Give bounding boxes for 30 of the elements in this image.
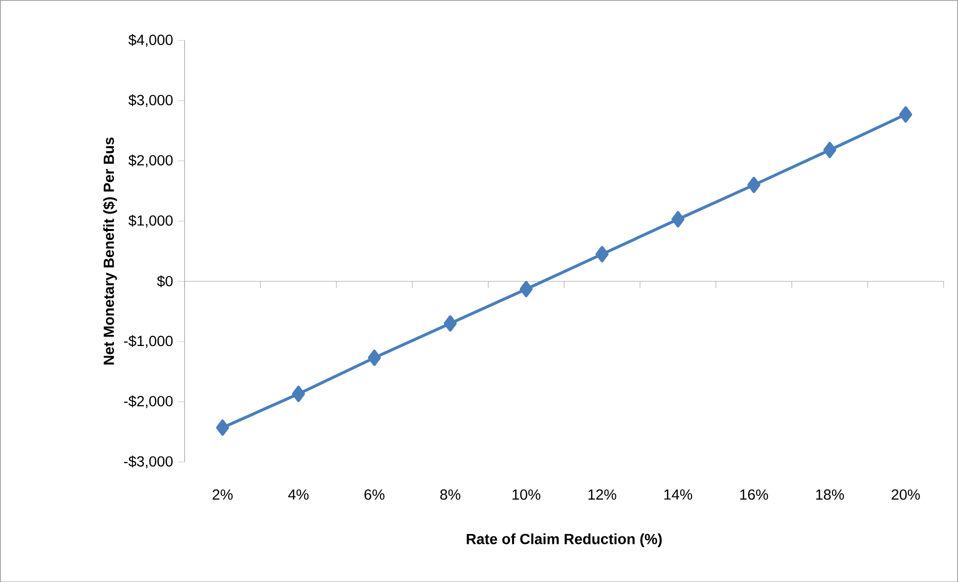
x-tick-label: 4% xyxy=(288,489,309,500)
point xyxy=(823,142,836,158)
x-tick-label: 18% xyxy=(816,489,844,500)
y-tick-label: $1,000 xyxy=(128,214,173,228)
x-tick-label: 8% xyxy=(440,489,460,500)
point xyxy=(596,246,609,262)
y-axis-title: Net Monetary Benefit ($) Per Bus xyxy=(102,137,117,364)
y-tick-label: -$3,000 xyxy=(124,455,173,468)
x-tick-label: 16% xyxy=(740,489,768,500)
x-tick-label: 10% xyxy=(512,489,540,500)
y-tick-label: -$2,000 xyxy=(124,395,173,408)
y-tick-label: -$1,000 xyxy=(124,334,173,348)
y-tick-label: $0 xyxy=(157,275,173,288)
point xyxy=(368,349,381,366)
y-tick-label: $4,000 xyxy=(128,34,173,47)
y-tick-label: $2,000 xyxy=(128,154,173,168)
point xyxy=(672,210,684,228)
point xyxy=(899,106,912,122)
x-tick-label: 20% xyxy=(892,489,920,500)
x-tick-label: 6% xyxy=(364,489,384,500)
x-tick-label: 14% xyxy=(664,489,692,500)
point xyxy=(444,315,457,332)
x-tick-label: 2% xyxy=(212,489,233,500)
x-axis-title: Rate of Claim Reduction (%) xyxy=(466,533,662,547)
point xyxy=(747,176,760,193)
x-tick-label: 12% xyxy=(588,489,616,500)
point xyxy=(292,386,305,402)
point xyxy=(520,280,533,298)
y-tick-label: $3,000 xyxy=(128,94,173,107)
point xyxy=(216,419,230,436)
